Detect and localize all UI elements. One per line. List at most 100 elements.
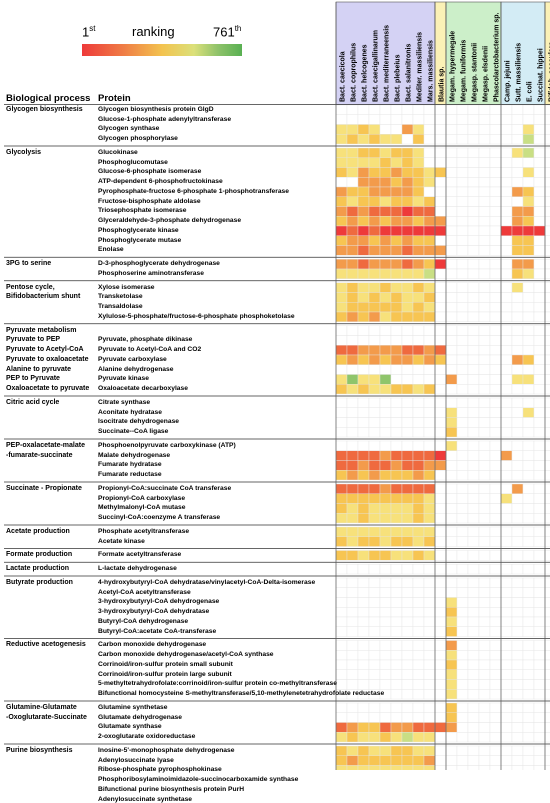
heatmap-cell [490, 302, 501, 312]
heatmap-cell [391, 537, 402, 547]
heatmap-cell [534, 494, 545, 504]
heatmap-cell [402, 564, 413, 574]
protein-label: Phosphoglycerate mutase [98, 237, 181, 244]
heatmap-cell [358, 115, 369, 125]
heatmap-cell [523, 484, 534, 494]
process-label: PEP-oxalacetate-malate [6, 442, 85, 449]
heatmap-cell [424, 650, 435, 660]
heatmap-cell [369, 384, 380, 394]
heatmap-cell [424, 207, 435, 217]
heatmap-cell [424, 336, 435, 346]
heatmap-cell [413, 689, 424, 699]
heatmap-cell [435, 226, 446, 236]
heatmap-cell [534, 451, 545, 461]
protein-label: Alanine dehydrogenase [98, 366, 173, 373]
heatmap-cell [545, 461, 550, 471]
heatmap-cell [424, 427, 435, 437]
heatmap-cell [457, 578, 468, 588]
heatmap-cell [336, 259, 347, 269]
heatmap-cell [402, 125, 413, 135]
heatmap-cell [501, 207, 512, 217]
heatmap-cell [523, 105, 534, 115]
protein-label: 4-hydroxybutyryl-CoA dehydratase/vinylac… [98, 579, 315, 586]
heatmap-cell [347, 680, 358, 690]
heatmap-cell [545, 470, 550, 480]
heatmap-cell [512, 134, 523, 144]
heatmap-cell [468, 226, 479, 236]
heatmap-cell [380, 269, 391, 279]
heatmap-cell [479, 345, 490, 355]
heatmap-cell [369, 441, 380, 451]
heatmap-cell [512, 384, 523, 394]
heatmap-cell [534, 418, 545, 428]
heatmap-cell [512, 236, 523, 246]
protein-label: ATP-dependent 6-phosphofructokinase [98, 178, 223, 185]
heatmap-cell [380, 617, 391, 627]
heatmap-cell [424, 461, 435, 471]
heatmap-cell [523, 578, 534, 588]
heatmap-cell [413, 564, 424, 574]
organism-label: Blautia sp. [439, 67, 446, 102]
heatmap-cell [512, 312, 523, 322]
heatmap-cell [501, 627, 512, 637]
heatmap-cell [457, 216, 468, 226]
heatmap-cell [435, 513, 446, 523]
heatmap-cell [545, 588, 550, 598]
heatmap-cell [391, 617, 402, 627]
heatmap-cell [468, 418, 479, 428]
protein-label: Phosphoenolpyruvate carboxykinase (ATP) [98, 442, 236, 449]
process-label: Formate production [6, 551, 72, 558]
heatmap-cell [380, 236, 391, 246]
heatmap-cell [501, 504, 512, 514]
heatmap-cell [369, 461, 380, 471]
heatmap-cell [435, 470, 446, 480]
heatmap-cell [512, 513, 523, 523]
heatmap-cell [435, 355, 446, 365]
heatmap-cell [391, 470, 402, 480]
heatmap-cell [413, 680, 424, 690]
protein-label: Fumarate reductase [98, 471, 162, 478]
heatmap-cell [424, 527, 435, 537]
heatmap-cell [358, 680, 369, 690]
heatmap-cell [424, 451, 435, 461]
heatmap-cell [512, 461, 523, 471]
heatmap-cell [501, 513, 512, 523]
heatmap-cell [490, 427, 501, 437]
protein-label: 2-oxoglutarate oxidoreductase [98, 733, 195, 740]
heatmap-cell [523, 732, 534, 742]
protein-label: Glutamate synthase [98, 723, 162, 730]
heatmap-cell [468, 494, 479, 504]
heatmap-cell [402, 484, 413, 494]
heatmap-cell [457, 177, 468, 187]
protein-label: Glucose-6-phosphate isomerase [98, 168, 201, 175]
heatmap-cell [468, 607, 479, 617]
organism-label: Megam. funiformis [461, 40, 468, 102]
heatmap-cell [336, 607, 347, 617]
heatmap-cell [380, 375, 391, 385]
heatmap-cell [424, 398, 435, 408]
heatmap-cell [391, 713, 402, 723]
heatmap-cell [413, 551, 424, 561]
heatmap-cell [457, 451, 468, 461]
heatmap-cell [501, 345, 512, 355]
process-label: -fumarate-succinate [6, 452, 73, 459]
heatmap-cell [358, 283, 369, 293]
heatmap-cell [545, 641, 550, 651]
heatmap-cell [501, 689, 512, 699]
heatmap-cell [490, 336, 501, 346]
heatmap-cell [479, 746, 490, 756]
heatmap-cell [336, 355, 347, 365]
heatmap-cell [512, 494, 523, 504]
heatmap-cell [512, 598, 523, 608]
heatmap-cell [347, 168, 358, 178]
heatmap-cell [468, 756, 479, 766]
heatmap-cell [336, 226, 347, 236]
heatmap-cell [490, 216, 501, 226]
heatmap-cell [501, 177, 512, 187]
heatmap-cell [446, 588, 457, 598]
heatmap-cell [369, 207, 380, 217]
heatmap-cell [435, 713, 446, 723]
heatmap-cell [358, 513, 369, 523]
heatmap-cell [457, 158, 468, 168]
protein-label: Butyryl-CoA:acetate CoA-transferase [98, 628, 216, 635]
